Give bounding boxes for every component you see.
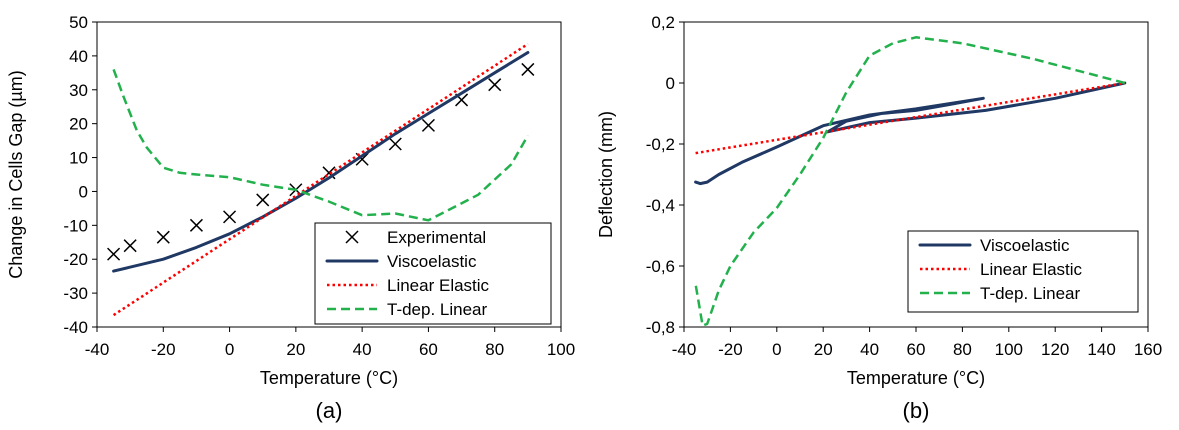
series-experimental-point xyxy=(123,239,137,253)
legend-label: Linear Elastic xyxy=(980,260,1083,279)
x-tick-label: 100 xyxy=(995,340,1023,359)
y-tick-label: -10 xyxy=(63,216,88,235)
series-linear-elastic-line xyxy=(112,42,529,317)
figure-caption: (a) xyxy=(316,398,343,423)
series-experimental-point xyxy=(107,247,121,261)
y-axis-title: Deflection (mm) xyxy=(596,111,616,238)
series-experimental-point xyxy=(256,193,270,207)
x-tick-label: 60 xyxy=(419,340,438,359)
x-tick-label: -40 xyxy=(85,340,110,359)
x-tick-label: 0 xyxy=(772,340,781,359)
series-linear-elastic-line xyxy=(695,81,1126,155)
series-t-dep-linear-line xyxy=(694,36,1126,327)
series-experimental-point xyxy=(189,218,203,232)
y-tick-label: -0,2 xyxy=(646,135,675,154)
legend-entry: Experimental xyxy=(345,228,486,247)
y-tick-label: -0,8 xyxy=(646,318,675,337)
x-axis-title: Temperature (°C) xyxy=(260,368,398,388)
legend-swatch xyxy=(345,230,359,244)
x-tick-label: 20 xyxy=(286,340,305,359)
y-tick-label: 20 xyxy=(69,115,88,134)
series-experimental-point xyxy=(156,230,170,244)
x-tick-label: -20 xyxy=(718,340,743,359)
series-experimental-point xyxy=(223,210,237,224)
legend-entry: T-dep. Linear xyxy=(920,284,1081,303)
y-tick-label: -20 xyxy=(63,250,88,269)
y-tick-label: -0,6 xyxy=(646,257,675,276)
y-tick-label: -30 xyxy=(63,284,88,303)
legend-entry: Linear Elastic xyxy=(327,276,490,295)
figure-caption: (b) xyxy=(903,398,930,423)
y-tick-label: 40 xyxy=(69,47,88,66)
y-tick-label: 10 xyxy=(69,149,88,168)
y-tick-label: 0,2 xyxy=(651,13,675,32)
y-tick-label: -40 xyxy=(63,318,88,337)
y-tick-label: 0 xyxy=(79,182,88,201)
series-viscoelastic-line xyxy=(112,51,530,273)
y-tick-label: -0,4 xyxy=(646,196,675,215)
y-tick-label: 30 xyxy=(69,81,88,100)
legend-label: Experimental xyxy=(387,228,486,247)
legend-entry: T-dep. Linear xyxy=(327,300,488,319)
plot-area xyxy=(96,21,562,328)
x-tick-label: 120 xyxy=(1041,340,1069,359)
x-tick-label: -40 xyxy=(672,340,697,359)
x-tick-label: 40 xyxy=(860,340,879,359)
legend: Experimental Viscoelastic Linear Elastic T-… xyxy=(314,222,552,325)
y-axis-title: Change in Cells Gap (µm) xyxy=(6,70,26,278)
legend-label: T-dep. Linear xyxy=(980,284,1081,303)
series-viscoelastic-line xyxy=(694,81,1127,186)
legend-entry: Viscoelastic xyxy=(918,236,1070,255)
chart-a: -40 -30 -20 -10 0 10 20 30 40 50 -40 -20 0 20 40 60 80 10… xyxy=(6,13,575,423)
legend-label: Viscoelastic xyxy=(387,252,477,271)
y-tick-label: 0 xyxy=(666,74,675,93)
legend-label: Linear Elastic xyxy=(387,276,490,295)
legend-label: T-dep. Linear xyxy=(387,300,488,319)
legend: Viscoelastic Linear Elastic T-dep. Linear xyxy=(907,230,1139,313)
legend-entry: Linear Elastic xyxy=(920,260,1083,279)
x-tick-label: 0 xyxy=(225,340,234,359)
chart-b: -0,8 -0,6 -0,4 -0,2 0 0,2 -40 -20 0 20 40 60 80 100 12… xyxy=(596,13,1162,423)
x-tick-label: -20 xyxy=(151,340,176,359)
x-tick-label: 80 xyxy=(485,340,504,359)
legend-entry: Viscoelastic xyxy=(325,252,477,271)
x-tick-label: 100 xyxy=(547,340,575,359)
series-experimental-point xyxy=(388,137,402,151)
x-tick-label: 80 xyxy=(953,340,972,359)
legend-label: Viscoelastic xyxy=(980,236,1070,255)
series-experimental-point xyxy=(421,118,435,132)
x-tick-label: 160 xyxy=(1134,340,1162,359)
x-axis-title: Temperature (°C) xyxy=(847,368,985,388)
x-tick-label: 20 xyxy=(814,340,833,359)
x-tick-label: 40 xyxy=(353,340,372,359)
y-tick-label: 50 xyxy=(69,13,88,32)
series-experimental-point xyxy=(521,62,535,76)
x-tick-label: 60 xyxy=(907,340,926,359)
x-tick-label: 140 xyxy=(1087,340,1115,359)
series-t-dep-linear-line xyxy=(112,68,529,222)
series-experimental-point xyxy=(488,78,502,92)
